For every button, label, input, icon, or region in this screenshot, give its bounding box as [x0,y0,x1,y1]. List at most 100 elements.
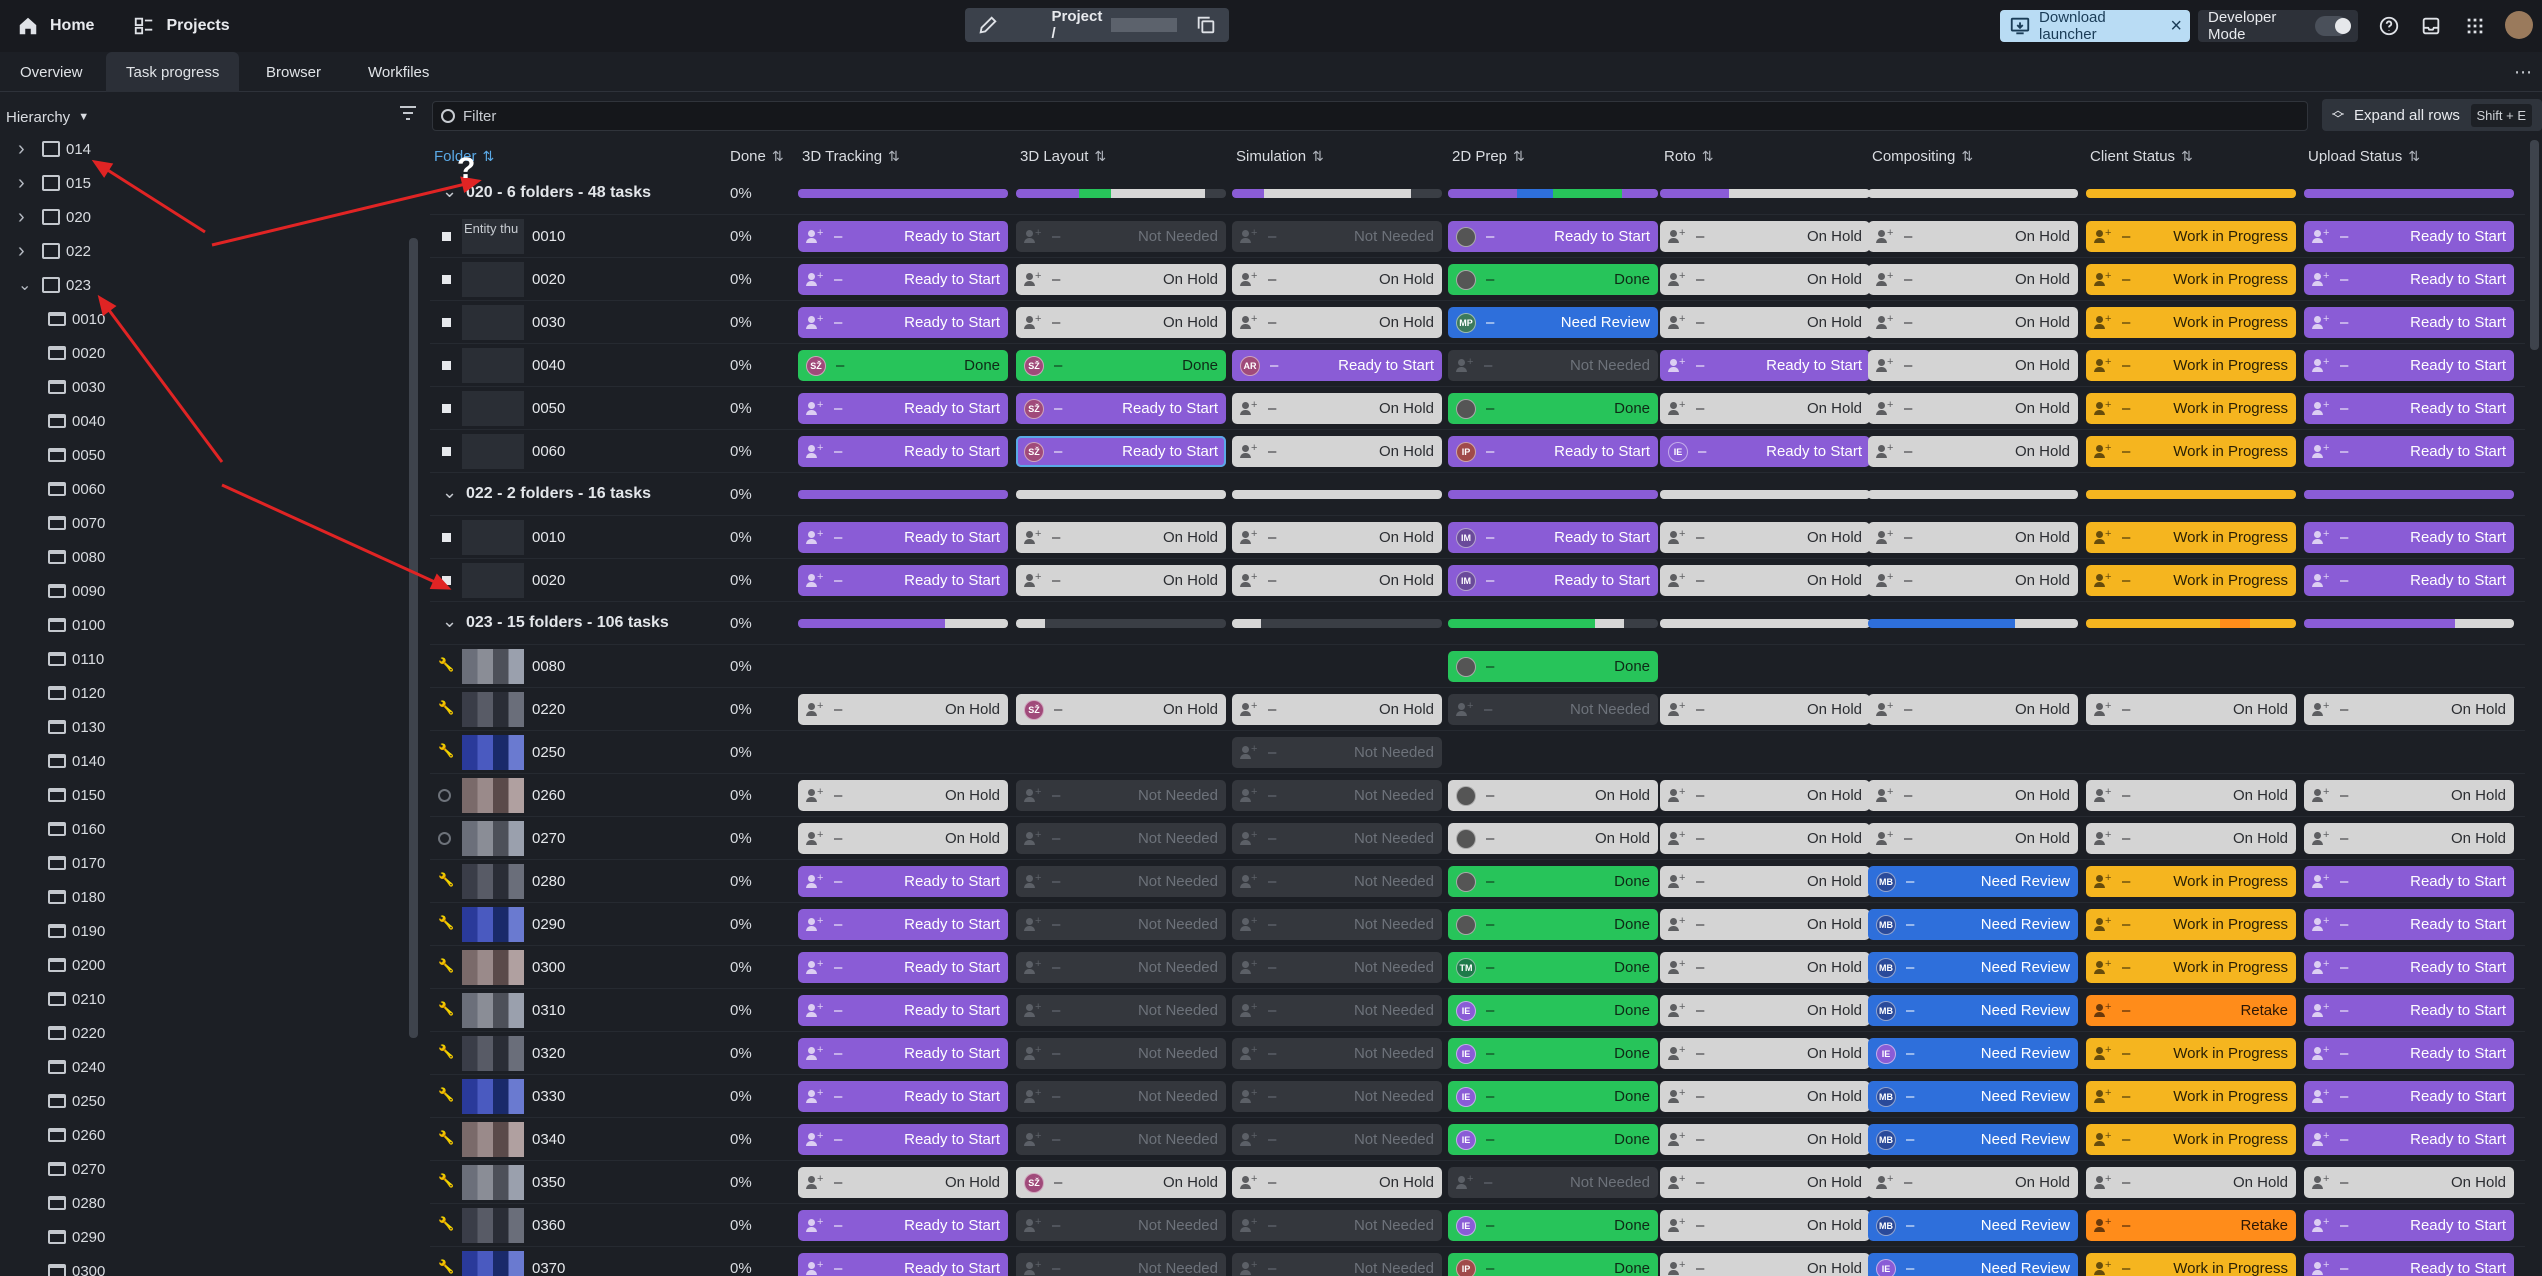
assign-user-icon[interactable]: + [1240,1216,1258,1233]
assign-user-icon[interactable]: + [1456,700,1474,717]
assign-user-icon[interactable]: + [2312,958,2330,975]
group-row[interactable]: ⌄ 022 - 2 folders - 16 tasks 0% [430,473,2525,516]
task-status-cell[interactable]: MB – Need Review [1868,909,2078,940]
task-status-cell[interactable]: + – Not Needed [1016,780,1226,811]
assign-user-icon[interactable]: + [1668,356,1686,373]
assign-user-icon[interactable]: + [2094,1259,2112,1276]
assign-user-icon[interactable]: + [2094,786,2112,803]
assign-user-icon[interactable]: + [1240,743,1258,760]
assign-user-icon[interactable]: + [1240,1130,1258,1147]
assign-user-icon[interactable]: + [1668,1087,1686,1104]
assign-user-icon[interactable]: + [1240,915,1258,932]
task-status-cell[interactable]: + – On Hold [1868,694,2078,725]
projects-link[interactable]: Projects [126,8,235,44]
group-row[interactable]: ⌄ 020 - 6 folders - 48 tasks 0% [430,172,2525,215]
assign-user-icon[interactable]: + [2312,1044,2330,1061]
task-status-cell[interactable]: + – Ready to Start [2304,1210,2514,1241]
assign-user-icon[interactable]: + [1240,528,1258,545]
task-status-cell[interactable]: + – On Hold [2086,780,2296,811]
task-status-cell[interactable]: + – Work in Progress [2086,221,2296,252]
task-status-cell[interactable]: IE – Done [1448,1038,1658,1069]
sort-icon[interactable]: ⇅ [2181,147,2193,164]
assign-user-icon[interactable]: + [1876,399,1894,416]
task-status-cell[interactable]: + – Not Needed [1232,823,1442,854]
help-icon[interactable] [2376,13,2402,39]
assign-user-icon[interactable]: + [806,1259,824,1276]
tree-shot-0090[interactable]: 0090 [0,574,408,608]
sort-icon[interactable]: ⇅ [888,147,900,164]
folder-row[interactable]: 0260 0% + – On Hold + – Not Needed + – Not Needed –… [430,774,2525,817]
assign-user-icon[interactable]: + [2094,1001,2112,1018]
assign-user-icon[interactable]: + [1240,442,1258,459]
assign-user-icon[interactable]: + [2312,1259,2330,1276]
assign-user-icon[interactable]: + [1024,915,1042,932]
assign-user-icon[interactable]: + [1240,227,1258,244]
task-status-cell[interactable]: + – Work in Progress [2086,522,2296,553]
task-status-cell[interactable]: + – Ready to Start [798,909,1008,940]
task-status-cell[interactable]: – On Hold [1448,823,1658,854]
task-status-cell[interactable]: + – Ready to Start [2304,264,2514,295]
task-status-cell[interactable]: + – Retake [2086,1210,2296,1241]
task-status-cell[interactable]: + – On Hold [1232,1167,1442,1198]
assign-user-icon[interactable]: + [1024,1044,1042,1061]
assign-user-icon[interactable]: + [1024,1216,1042,1233]
task-status-cell[interactable]: + – On Hold [1868,436,2078,467]
task-status-cell[interactable]: + – Not Needed [1016,1210,1226,1241]
task-status-cell[interactable]: + – Not Needed [1016,866,1226,897]
task-status-cell[interactable]: + – On Hold [1868,823,2078,854]
group-row[interactable]: ⌄ 023 - 15 folders - 106 tasks 0% [430,602,2525,645]
folder-row[interactable]: 0060 0% + – Ready to Start SŽ – Ready to Start +… [430,430,2525,473]
assign-user-icon[interactable]: + [2094,442,2112,459]
folder-row[interactable]: 🔧 0360 0% + – Ready to Start + – Not Needed + – Not… [430,1204,2525,1247]
task-status-cell[interactable]: + – Not Needed [1232,995,1442,1026]
chevron-right-icon[interactable]: › [18,137,25,160]
task-status-cell[interactable]: + – On Hold [1660,307,1870,338]
task-status-cell[interactable]: + – Ready to Start [798,264,1008,295]
task-status-cell[interactable]: + – On Hold [1660,1210,1870,1241]
task-status-cell[interactable]: + – On Hold [1868,393,2078,424]
assign-user-icon[interactable]: + [1240,829,1258,846]
tree-shot-0180[interactable]: 0180 [0,880,408,914]
assign-user-icon[interactable]: + [1876,270,1894,287]
folder-row[interactable]: Entity thu 0010 0% + – Ready to Start + – Not Ne… [430,215,2525,258]
tree-shot-0140[interactable]: 0140 [0,744,408,778]
task-status-cell[interactable]: IE – Need Review [1868,1038,2078,1069]
assign-user-icon[interactable]: + [2094,915,2112,932]
expand-all-rows-button[interactable]: ︿ ﹀ Expand all rows Shift + E [2322,99,2542,131]
task-status-cell[interactable]: + – Not Needed [1016,1038,1226,1069]
assign-user-icon[interactable]: + [1668,1259,1686,1276]
tree-folder-022[interactable]: › 022 [0,234,408,268]
user-avatar[interactable] [2505,11,2533,39]
assign-user-icon[interactable]: + [806,1044,824,1061]
task-status-cell[interactable]: + – Ready to Start [798,436,1008,467]
assign-user-icon[interactable]: + [2094,1173,2112,1190]
task-status-cell[interactable]: SŽ – Done [1016,350,1226,381]
task-status-cell[interactable]: – Done [1448,866,1658,897]
assign-user-icon[interactable]: + [1668,786,1686,803]
assign-user-icon[interactable]: + [1240,872,1258,889]
task-status-cell[interactable]: + – Ready to Start [798,1253,1008,1276]
task-status-cell[interactable]: MB – Need Review [1868,1081,2078,1112]
assign-user-icon[interactable]: + [2312,1130,2330,1147]
task-status-cell[interactable]: + – On Hold [1660,522,1870,553]
assign-user-icon[interactable]: + [1240,1259,1258,1276]
folder-row[interactable]: 🔧 0220 0% + – On Hold SŽ – On Hold + – On Hold + – Not… [430,688,2525,731]
assign-user-icon[interactable]: + [2312,786,2330,803]
task-status-cell[interactable]: + – Work in Progress [2086,350,2296,381]
tree-shot-0170[interactable]: 0170 [0,846,408,880]
task-status-cell[interactable]: + – Ready to Start [798,393,1008,424]
toggle-switch[interactable] [2314,16,2352,36]
assign-user-icon[interactable]: + [1876,313,1894,330]
task-status-cell[interactable]: + – Ready to Start [2304,866,2514,897]
assign-user-icon[interactable]: + [806,958,824,975]
chevron-down-icon[interactable]: ⌄ [18,277,32,294]
folder-row[interactable]: 0050 0% + – Ready to Start SŽ – Ready to Start +… [430,387,2525,430]
task-status-cell[interactable]: IM – Ready to Start [1448,522,1658,553]
tree-shot-0280[interactable]: 0280 [0,1186,408,1220]
assign-user-icon[interactable]: + [1876,829,1894,846]
download-launcher-banner[interactable]: Download launcher × [2000,9,2190,43]
tree-shot-0050[interactable]: 0050 [0,438,408,472]
assign-user-icon[interactable]: + [806,872,824,889]
assign-user-icon[interactable]: + [806,399,824,416]
assign-user-icon[interactable]: + [806,227,824,244]
